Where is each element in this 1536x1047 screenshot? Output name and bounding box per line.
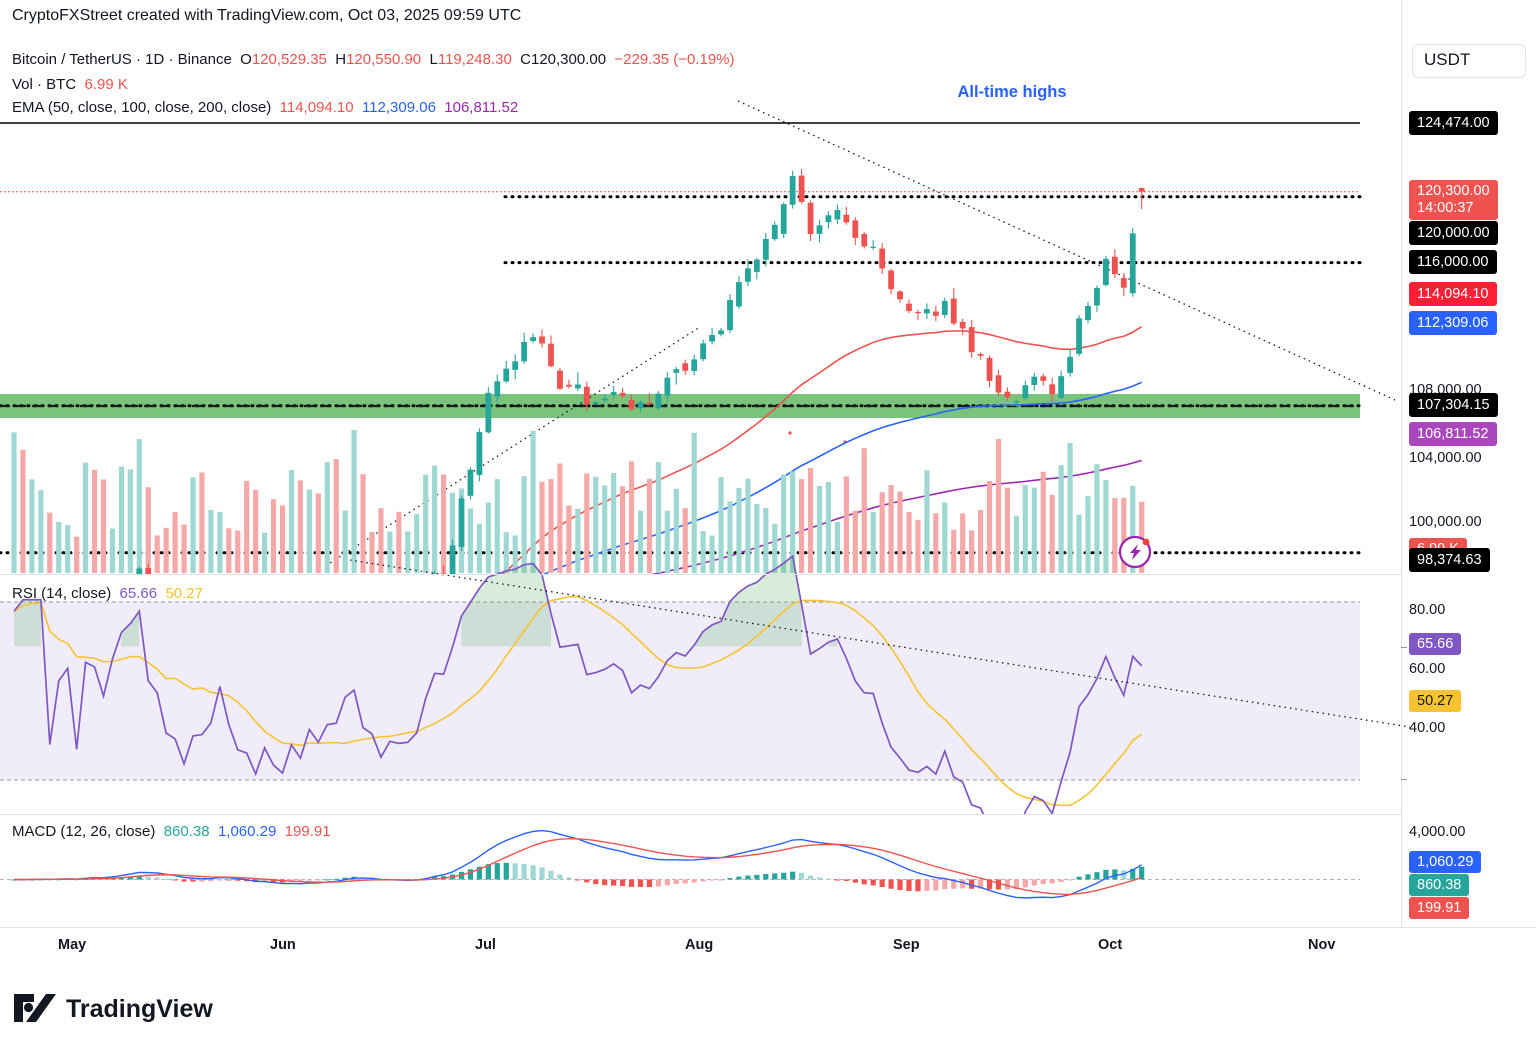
svg-text:All-time highs: All-time highs bbox=[957, 83, 1066, 101]
svg-text:TradingView: TradingView bbox=[66, 995, 213, 1023]
